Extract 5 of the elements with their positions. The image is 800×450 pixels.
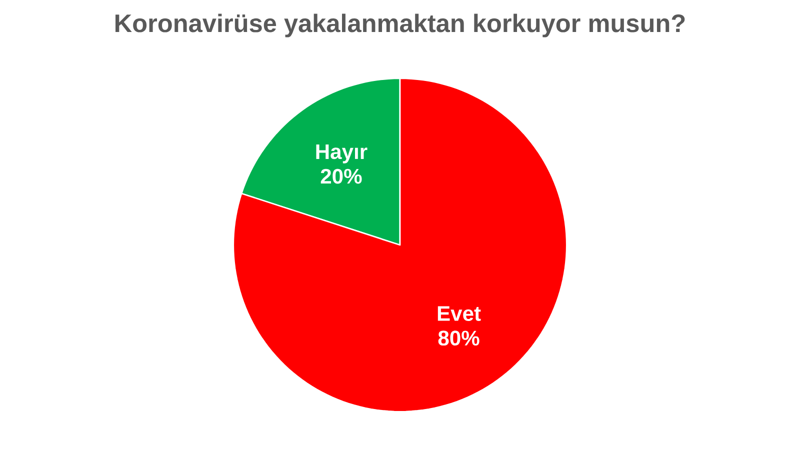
slice-label: Evet [438,306,481,321]
data-label: 20% [320,168,362,184]
chart-title: Koronavirüse yakalanmaktan korkuyor musun? [116,14,685,38]
slice-label: Hayır [316,144,368,164]
data-label: 80% [438,330,480,346]
